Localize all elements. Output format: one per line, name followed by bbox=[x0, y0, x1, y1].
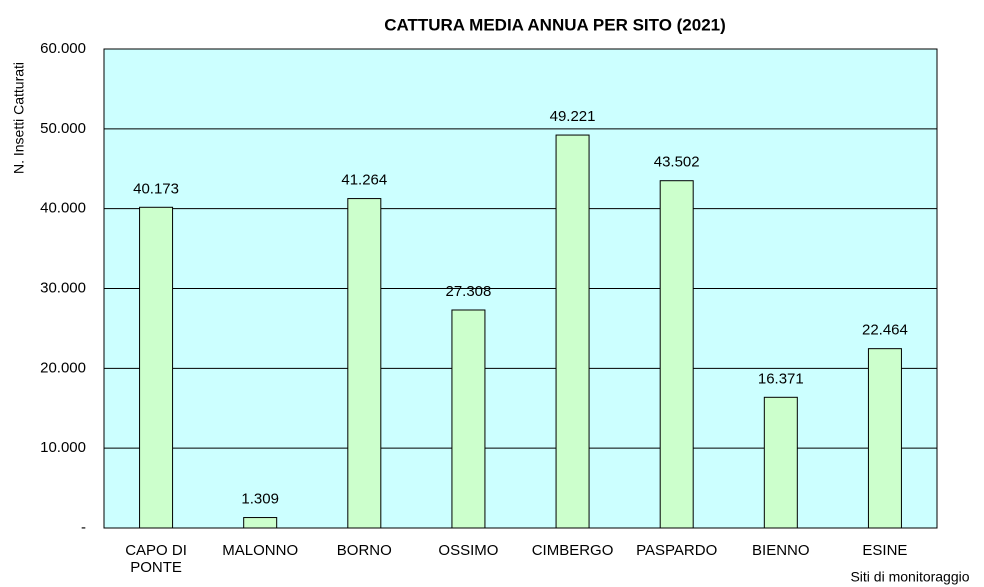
bar bbox=[243, 517, 278, 529]
data-label: 1.309 bbox=[241, 491, 279, 508]
x-tick-label: ESINE bbox=[862, 542, 908, 559]
x-tick-label: OSSIMO bbox=[438, 542, 499, 559]
data-label: 16.371 bbox=[758, 370, 804, 387]
y-tick-label: 30.000 bbox=[40, 279, 86, 296]
bar bbox=[451, 309, 486, 529]
data-label: 40.173 bbox=[133, 180, 179, 197]
bar bbox=[347, 198, 382, 529]
y-tick-label: 20.000 bbox=[40, 359, 86, 376]
y-tick-label: 40.000 bbox=[40, 200, 86, 217]
data-label: 27.308 bbox=[445, 283, 491, 300]
y-tick-label: - bbox=[81, 519, 86, 536]
x-axis-label: Siti di monitoraggio bbox=[850, 569, 969, 585]
data-label: 41.264 bbox=[341, 172, 387, 189]
y-tick-label: 60.000 bbox=[40, 40, 86, 57]
bar bbox=[867, 348, 902, 529]
y-tick-label: 10.000 bbox=[40, 439, 86, 456]
chart-title: CATTURA MEDIA ANNUA PER SITO (2021) bbox=[384, 15, 726, 34]
bar bbox=[763, 396, 798, 529]
data-label: 43.502 bbox=[654, 154, 700, 171]
bar bbox=[659, 180, 694, 529]
x-tick-label: BIENNO bbox=[752, 542, 810, 559]
data-label: 49.221 bbox=[550, 108, 596, 125]
x-tick-label: MALONNO bbox=[222, 542, 299, 559]
x-tick-label: CAPO DI PONTE bbox=[125, 542, 187, 576]
y-axis-label: N. Insetti Catturati bbox=[11, 62, 27, 174]
x-tick-label: BORNO bbox=[336, 542, 392, 559]
x-tick-label: CIMBERGO bbox=[531, 542, 614, 559]
bar bbox=[139, 206, 174, 529]
x-tick-label: PASPARDO bbox=[636, 542, 718, 559]
bar bbox=[555, 134, 590, 529]
y-tick-label: 50.000 bbox=[40, 120, 86, 137]
data-label: 22.464 bbox=[862, 322, 908, 339]
